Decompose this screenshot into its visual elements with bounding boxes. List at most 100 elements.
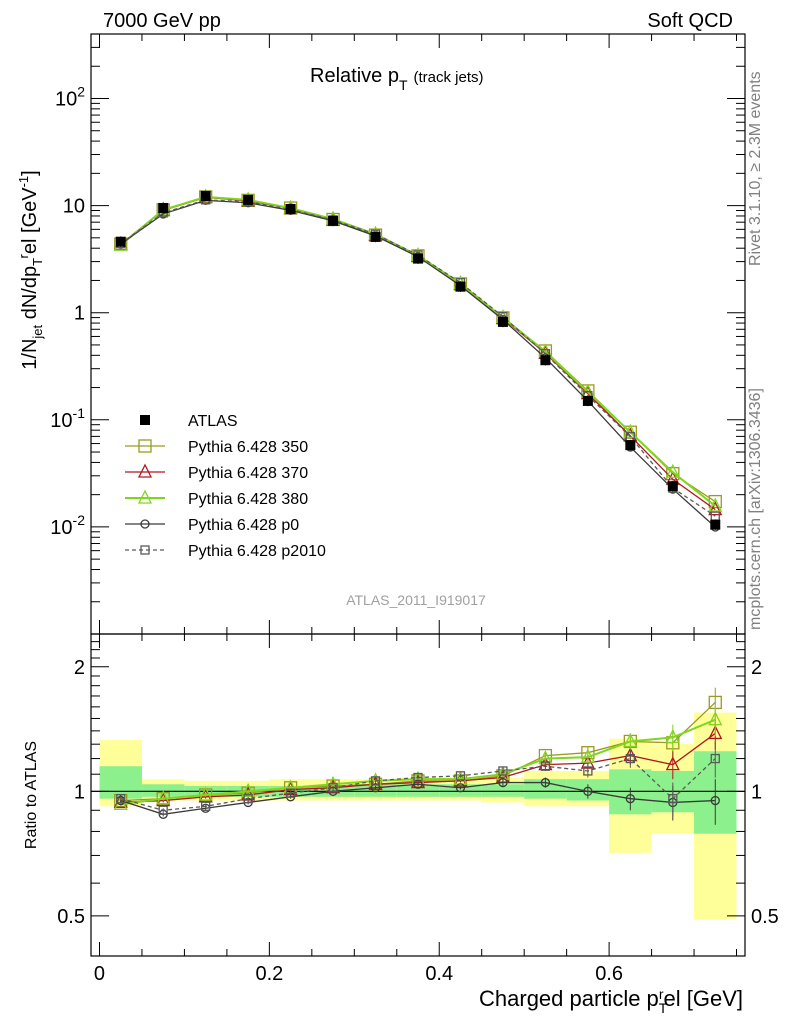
band-inner (396, 784, 440, 797)
s380-marker (623, 732, 638, 748)
legend-label: Pythia 6.428 p0 (188, 517, 299, 534)
header-energy: 7000 GeV pp (103, 10, 221, 32)
ratio-frame (90, 633, 746, 957)
p2010-marker (668, 794, 678, 804)
s370-marker (137, 463, 153, 478)
p2010-marker (201, 801, 211, 811)
s380-marker (665, 728, 680, 744)
x-tick-label: 0.4 (425, 963, 453, 985)
plot-title-suffix: (track jets) (414, 69, 484, 86)
y-tick-label: 102 (55, 83, 85, 110)
rivet-label: Rivet 3.1.10, ≥ 2.3M events (747, 71, 764, 266)
s370-marker (665, 756, 680, 771)
legend-item-s380: Pythia 6.428 380 (125, 489, 308, 508)
band-inner (524, 779, 567, 799)
p2010-marker (370, 776, 381, 786)
ratio-tick-label-right: 0.5 (751, 906, 779, 928)
atlas-point (140, 415, 150, 425)
series-atlas (115, 190, 721, 530)
s370-line (120, 196, 716, 511)
s380-marker (156, 790, 171, 805)
band-inner (99, 766, 142, 799)
ratio-tick-label-right: 2 (751, 657, 762, 679)
s380-marker (241, 782, 256, 797)
s380-marker (137, 489, 153, 504)
p2010-marker (140, 545, 150, 555)
plot-title-main: Relative p (310, 65, 399, 87)
x-tick-label: 0.2 (255, 963, 283, 985)
ratio-tick-label: 0.5 (57, 906, 85, 928)
p2010-marker (243, 794, 253, 804)
p2010-marker (455, 771, 466, 781)
band-inner (481, 784, 525, 797)
legend-label: Pythia 6.428 350 (188, 439, 308, 456)
p2010-marker (710, 753, 720, 764)
legend-item-p0: Pythia 6.428 p0 (125, 517, 299, 534)
y-tick-label: 10-1 (50, 405, 85, 432)
p2010-marker (498, 766, 508, 776)
p2010-marker (285, 788, 296, 798)
ratio-tick-label-right: 1 (751, 781, 762, 803)
ratio-tick-label: 2 (74, 657, 85, 679)
legend: ATLAS Pythia 6.428 350 Pythia 6.428 370 Pyt… (125, 413, 326, 560)
p0-marker (498, 777, 508, 788)
y-tick-label: 10-2 (50, 512, 85, 539)
y-tick-exp: -1 (73, 405, 86, 421)
y-tick-base: 10 (55, 88, 77, 110)
y-tick-base: 10 (50, 517, 72, 539)
p2010-marker (328, 783, 338, 793)
y-tick-base: 10 (50, 410, 72, 432)
p0-marker (455, 783, 466, 793)
data-series (113, 188, 723, 825)
x-tick-label: 0 (94, 963, 105, 985)
legend-label: Pythia 6.428 p2010 (188, 543, 326, 560)
s380-marker (665, 463, 680, 478)
series-p0 (116, 195, 720, 825)
p0-marker (625, 794, 635, 804)
x-axis-label: Charged particle pTrel [GeV] (479, 986, 743, 1016)
source-label: mcplots.cern.ch [arXiv:1306.3436] (747, 388, 764, 630)
s380-marker (368, 772, 383, 787)
ratio-tick-label: 1 (74, 781, 85, 803)
legend-item-p2010: Pythia 6.428 p2010 (125, 543, 326, 560)
s380-line (120, 195, 716, 507)
legend-label: Pythia 6.428 380 (188, 491, 308, 508)
s370-marker (708, 501, 723, 516)
legend-item-atlas: ATLAS (140, 413, 238, 430)
y-tick-label: 10 (63, 196, 85, 218)
p2010-marker (116, 794, 126, 804)
header-category: Soft QCD (647, 10, 733, 32)
p2010-marker (583, 766, 593, 776)
p2010-marker (625, 753, 635, 764)
s370-marker (708, 724, 723, 740)
plot-title-sub: T (399, 77, 408, 93)
ratio-uncertainty-bands (99, 712, 737, 920)
legend-label: ATLAS (188, 413, 238, 430)
s380-marker (198, 786, 213, 801)
p0-marker (710, 795, 720, 806)
p0-marker (140, 519, 150, 529)
p0-marker (370, 783, 381, 793)
ratio-y-axis-label: Ratio to ATLAS (23, 741, 40, 849)
p0-marker (540, 777, 551, 788)
y-axis-label: 1/Njet dN/dpTrel [GeV-1] (16, 170, 45, 369)
s380-marker (708, 711, 723, 726)
legend-label: Pythia 6.428 370 (188, 465, 308, 482)
p0-marker (413, 779, 423, 789)
y-tick-exp: 2 (77, 83, 85, 99)
p0-marker (583, 786, 593, 796)
plot-title: Relative pT (track jets) (310, 65, 484, 93)
x-tick-label: 0.6 (595, 963, 623, 985)
p2010-marker (158, 805, 168, 815)
s350-marker (138, 439, 152, 453)
p2010-marker (540, 761, 551, 771)
legend-item-s350: Pythia 6.428 350 (125, 439, 308, 456)
y-tick-exp: -2 (73, 512, 86, 528)
p2010-marker (413, 772, 423, 783)
analysis-id: ATLAS_2011_I919017 (346, 592, 486, 608)
y-tick-label: 1 (74, 303, 85, 325)
s380-marker (580, 748, 595, 763)
legend-item-s370: Pythia 6.428 370 (125, 463, 308, 482)
